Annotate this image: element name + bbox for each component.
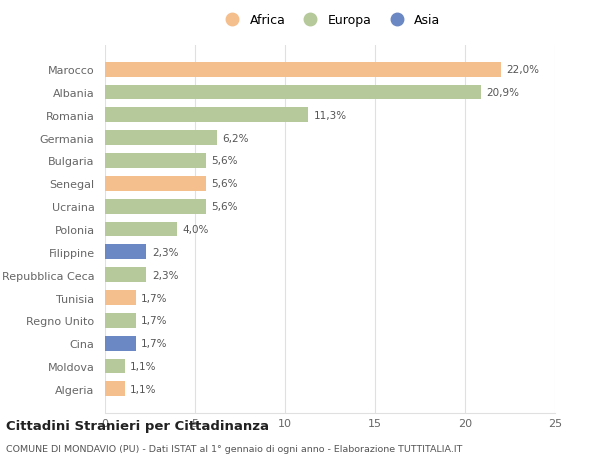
Text: 2,3%: 2,3% [152, 247, 178, 257]
Text: 20,9%: 20,9% [487, 88, 520, 98]
Text: 1,1%: 1,1% [130, 361, 157, 371]
Bar [105, 85, 481, 100]
Bar [105, 381, 125, 397]
Bar [105, 199, 206, 214]
Text: 5,6%: 5,6% [211, 156, 238, 166]
Bar [105, 108, 308, 123]
Bar [105, 131, 217, 146]
Bar [105, 177, 206, 191]
Text: 4,0%: 4,0% [182, 224, 209, 235]
Text: 1,7%: 1,7% [141, 316, 167, 325]
Text: 6,2%: 6,2% [222, 134, 248, 143]
Bar [105, 245, 146, 260]
Bar [105, 222, 177, 237]
Bar [105, 154, 206, 168]
Bar [105, 291, 136, 305]
Text: 11,3%: 11,3% [314, 111, 347, 121]
Bar [105, 62, 501, 78]
Bar [105, 268, 146, 282]
Legend: Africa, Europa, Asia: Africa, Europa, Asia [215, 9, 445, 32]
Text: 1,7%: 1,7% [141, 293, 167, 303]
Text: 22,0%: 22,0% [506, 65, 539, 75]
Text: 1,7%: 1,7% [141, 338, 167, 348]
Bar [105, 313, 136, 328]
Text: COMUNE DI MONDAVIO (PU) - Dati ISTAT al 1° gennaio di ogni anno - Elaborazione T: COMUNE DI MONDAVIO (PU) - Dati ISTAT al … [6, 444, 463, 453]
Text: 5,6%: 5,6% [211, 179, 238, 189]
Text: 5,6%: 5,6% [211, 202, 238, 212]
Bar [105, 359, 125, 374]
Text: Cittadini Stranieri per Cittadinanza: Cittadini Stranieri per Cittadinanza [6, 419, 269, 432]
Bar [105, 336, 136, 351]
Text: 2,3%: 2,3% [152, 270, 178, 280]
Text: 1,1%: 1,1% [130, 384, 157, 394]
